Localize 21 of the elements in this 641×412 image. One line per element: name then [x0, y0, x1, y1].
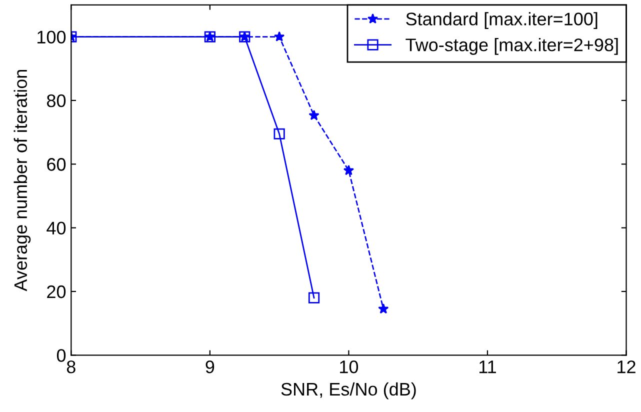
- x-axis-title: SNR, Es/No (dB): [281, 382, 416, 400]
- x-tick-label: 10: [340, 360, 358, 374]
- point: [274, 128, 285, 140]
- point: [343, 164, 354, 176]
- x-tick-label: 9: [206, 360, 214, 374]
- y-tick-label: 40: [46, 222, 66, 235]
- point: [274, 31, 285, 42]
- x-tick-label: 11: [479, 360, 496, 374]
- y-tick-label: 0: [56, 349, 66, 362]
- point: [308, 110, 320, 120]
- y-tick-label: 20: [47, 285, 66, 298]
- point: [308, 292, 320, 304]
- y-tick-label: 100: [38, 30, 66, 44]
- y-tick-label: 80: [46, 94, 66, 108]
- x-tick-label: 12: [618, 360, 636, 374]
- point: [378, 303, 389, 314]
- legend-label: Standard [max.iter=100]: [406, 12, 598, 29]
- y-tick-label: 60: [47, 158, 66, 171]
- x-tick-label: 8: [66, 360, 76, 374]
- y-axis-title: Average number of iteration: [14, 70, 31, 292]
- legend-label: Two-stage [max.iter=2+98]: [406, 38, 618, 55]
